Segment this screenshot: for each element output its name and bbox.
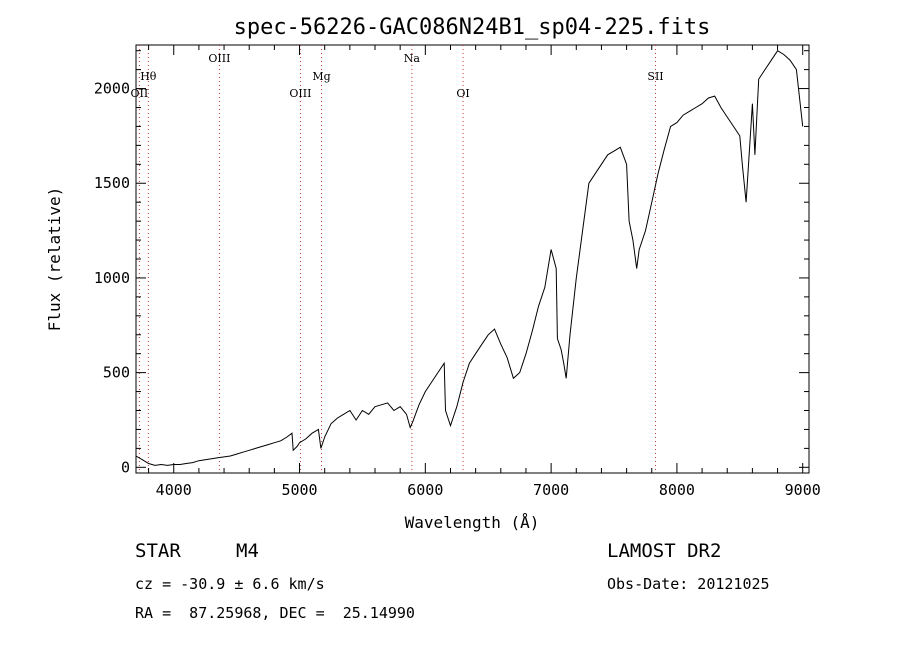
y-tick-label: 1000 (94, 269, 130, 287)
y-tick-label: 0 (121, 458, 130, 476)
spectral-line-label: OI (456, 87, 469, 100)
observation-date: Obs-Date: 20121025 (607, 575, 770, 593)
spectral-line-label: OII (131, 87, 149, 100)
object-class: STAR (135, 540, 181, 562)
survey-name: LAMOST DR2 (607, 540, 722, 562)
object-subclass: M4 (236, 540, 259, 562)
y-tick-label: 500 (103, 364, 130, 382)
y-tick-label: 1500 (94, 174, 130, 192)
chart-title: spec-56226-GAC086N24B1_sp04-225.fits (234, 15, 711, 40)
redshift-info: cz = -30.9 ± 6.6 km/s (135, 575, 325, 593)
x-tick-label: 5000 (281, 481, 317, 499)
x-axis-label: Wavelength (Å) (405, 513, 540, 532)
axis-ticks: 4000 5000 6000 7000 8000 9000 0 500 1000 1500 2000 (94, 45, 821, 499)
spectral-line-label: Na (404, 52, 421, 65)
spectral-line-label: SII (647, 70, 663, 83)
spectrum-line (135, 50, 804, 466)
spectral-line-label: Hθ (140, 70, 157, 83)
spectral-line-label: Mg (312, 70, 330, 83)
x-tick-label: 4000 (156, 481, 192, 499)
coordinates: RA = 87.25968, DEC = 25.14990 (135, 604, 415, 622)
y-tick-label: 2000 (94, 80, 130, 98)
x-tick-label: 6000 (407, 481, 443, 499)
plot-frame (135, 44, 810, 474)
y-axis-label: Flux (relative) (45, 187, 64, 332)
spectrum-chart: spec-56226-GAC086N24B1_sp04-225.fits Hθ O… (45, 15, 821, 532)
spectral-line-label: OIII (208, 52, 230, 65)
spectral-line-label: OIII (289, 87, 311, 100)
x-tick-label: 9000 (785, 481, 821, 499)
x-tick-label: 7000 (533, 481, 569, 499)
x-tick-label: 8000 (659, 481, 695, 499)
